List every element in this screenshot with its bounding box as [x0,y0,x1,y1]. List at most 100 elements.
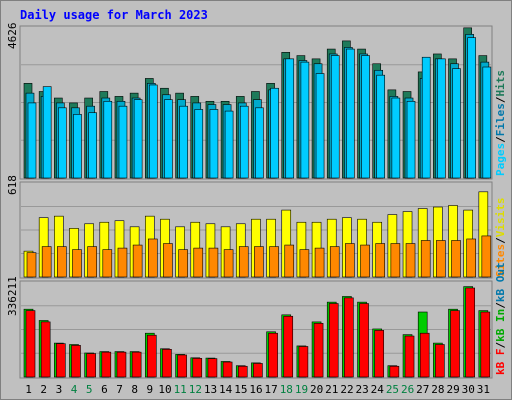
x-tick-label-16: 16 [249,383,262,396]
bar-sites-day-29 [451,240,461,278]
x-tick-label-19: 19 [295,383,308,396]
bar-kb-f-day-31 [480,311,491,378]
bar-kb-f-day-17 [268,332,278,378]
bar-sites-day-28 [436,240,446,278]
bar-sites-day-8 [132,244,143,278]
x-axis-labels: 1 2 3 4 5 6 7 8 9 10 11 12 13 14 15 16 17 18 19 20 21 22 23 24 2… [25,383,490,396]
bars [23,27,492,378]
x-tick-label-29: 29 [446,383,459,396]
x-tick-label-7: 7 [116,383,123,396]
bar-pages-day-29 [452,68,461,179]
x-tick-label-15: 15 [234,383,247,396]
bar-pages-day-19 [300,61,310,179]
bar-pages-day-27 [421,56,431,179]
bar-pages-day-5 [88,112,97,179]
legend-kbout: kB Out [494,262,507,302]
bar-kb-f-day-3 [56,343,66,378]
bar-kb-f-day-10 [162,349,172,378]
bar-kb-f-day-13 [207,358,218,378]
legend-hits-panel: Pages/Files/Hits [494,70,507,176]
bar-pages-day-9 [148,84,158,179]
bar-pages-day-23 [361,55,370,179]
bar-pages-day-4 [73,114,82,179]
x-tick-label-8: 8 [131,383,138,396]
bar-pages-day-17 [270,87,279,179]
bar-sites-day-17 [269,246,279,278]
bar-pages-day-20 [315,73,325,179]
bar-sites-day-26 [405,243,416,278]
bar-sites-day-22 [345,243,355,278]
bar-pages-day-24 [376,74,386,179]
bar-sites-day-15 [238,246,249,278]
bar-kb-f-day-21 [328,303,339,378]
x-tick-label-2: 2 [40,383,47,396]
y-label-hits: 4626 [6,23,19,50]
y-label-visits: 618 [6,175,19,195]
x-tick-label-30: 30 [462,383,475,396]
legend-hits: Hits [494,70,507,97]
bar-sites-day-30 [466,238,476,278]
bar-kb-f-day-5 [86,353,96,378]
bar-kb-f-day-7 [116,351,127,378]
x-tick-label-1: 1 [25,383,32,396]
bar-kb-f-day-24 [374,330,385,378]
bar-kb-f-day-19 [298,346,309,378]
x-tick-label-20: 20 [310,383,323,396]
legend-kbf: kB F [494,349,507,376]
bar-kb-f-day-23 [359,303,369,378]
bar-pages-day-7 [118,105,128,179]
x-tick-label-9: 9 [147,383,154,396]
legend-files: Files [494,103,507,136]
x-tick-label-17: 17 [265,383,278,396]
bar-kb-f-day-30 [465,287,475,378]
bar-kb-f-day-12 [192,358,203,378]
bar-pages-day-31 [482,66,492,179]
bar-pages-day-21 [330,55,340,179]
bar-pages-day-22 [346,48,355,179]
bar-sites-day-20 [314,247,325,278]
bar-pages-day-12 [194,109,204,179]
x-tick-label-24: 24 [371,383,385,396]
x-tick-label-28: 28 [431,383,444,396]
bar-sites-day-27 [420,240,431,278]
bar-kb-f-day-27 [419,332,430,378]
bar-kb-f-day-1 [25,310,36,378]
x-tick-label-13: 13 [204,383,217,396]
bar-kb-f-day-16 [253,363,263,378]
bar-kb-f-day-11 [177,354,187,378]
bar-kb-f-day-20 [313,323,324,378]
bar-pages-day-26 [406,100,416,179]
legend-visits-panel: Sites/Visits [494,198,507,278]
bar-sites-day-31 [481,235,492,278]
bar-pages-day-18 [285,58,295,179]
x-tick-label-31: 31 [477,383,490,396]
bar-sites-day-23 [360,244,370,278]
x-tick-label-26: 26 [401,383,414,396]
bar-pages-day-25 [391,97,401,179]
y-label-kb: 336211 [6,276,19,316]
bar-kb-f-day-29 [450,310,460,378]
legend-kbin: kB In [494,309,507,342]
bar-kb-f-day-18 [283,315,294,378]
x-tick-label-3: 3 [56,383,63,396]
legend-pages: Pages [494,143,507,176]
legend-visits: Visits [494,198,507,238]
bar-sites-day-24 [375,243,386,278]
bar-pages-day-10 [164,99,173,179]
bar-kb-f-day-15 [237,365,248,378]
bar-kb-f-day-22 [344,297,354,378]
x-tick-label-22: 22 [340,383,353,396]
x-tick-label-11: 11 [174,383,187,396]
bar-pages-day-1 [27,102,37,179]
bar-sites-day-3 [57,246,67,278]
bar-sites-day-4 [72,249,82,278]
bar-pages-day-2 [42,86,52,179]
x-tick-label-10: 10 [158,383,171,396]
x-tick-label-25: 25 [386,383,399,396]
bar-sites-day-7 [117,247,128,278]
bar-pages-day-3 [58,107,67,179]
bar-pages-day-13 [209,109,219,179]
bar-sites-day-1 [26,252,37,278]
panel-kb-frame [19,280,493,379]
bar-sites-day-6 [102,249,113,278]
